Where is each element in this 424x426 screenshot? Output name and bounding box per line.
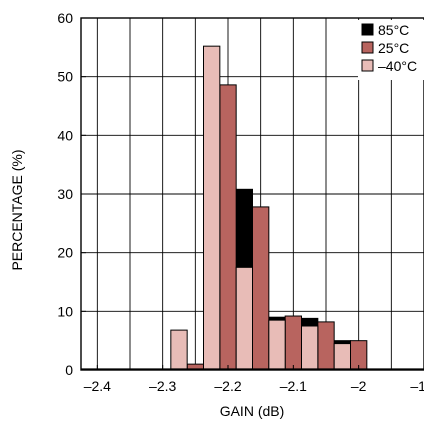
tick-labels: 0 10 20 30 40 50 60 –2.4 –2.3 –2.2 –2.1 –2 –1.9 — [57, 10, 424, 394]
y-tick-label: 40 — [57, 127, 73, 143]
legend-swatch — [361, 23, 374, 36]
y-tick-label: 30 — [57, 186, 73, 202]
legend-label: –40°C — [378, 58, 417, 74]
y-tick-label: 20 — [57, 245, 73, 261]
bars — [170, 45, 368, 371]
y-tick-label: 60 — [57, 10, 73, 26]
bar — [252, 206, 270, 371]
legend-swatch — [361, 59, 374, 72]
bar — [235, 266, 254, 371]
x-tick-label: –1.9 — [410, 378, 424, 394]
y-axis-label: PERCENTAGE (%) — [9, 149, 25, 270]
y-tick-label: 0 — [65, 362, 73, 378]
bar — [268, 319, 286, 371]
legend-label: 25°C — [378, 40, 409, 56]
y-tick-label: 50 — [57, 69, 73, 85]
y-tick-label: 10 — [57, 303, 73, 319]
legend-swatch — [361, 41, 374, 54]
x-tick-label: –2.1 — [280, 378, 307, 394]
x-tick-label: –2.4 — [84, 378, 111, 394]
bar — [219, 84, 237, 371]
x-axis-label: GAIN (dB) — [220, 403, 285, 419]
axes — [80, 17, 424, 371]
x-tick-label: –2.2 — [214, 378, 241, 394]
bar — [203, 45, 221, 371]
bar — [301, 325, 319, 371]
legend-label: 85°C — [378, 22, 409, 38]
bar — [284, 315, 302, 371]
x-tick-label: –2.3 — [149, 378, 176, 394]
legend: 85°C 25°C –40°C — [358, 20, 424, 80]
bar — [317, 321, 335, 371]
bar — [333, 343, 351, 371]
x-tick-label: –2 — [351, 378, 367, 394]
bar — [170, 329, 188, 371]
